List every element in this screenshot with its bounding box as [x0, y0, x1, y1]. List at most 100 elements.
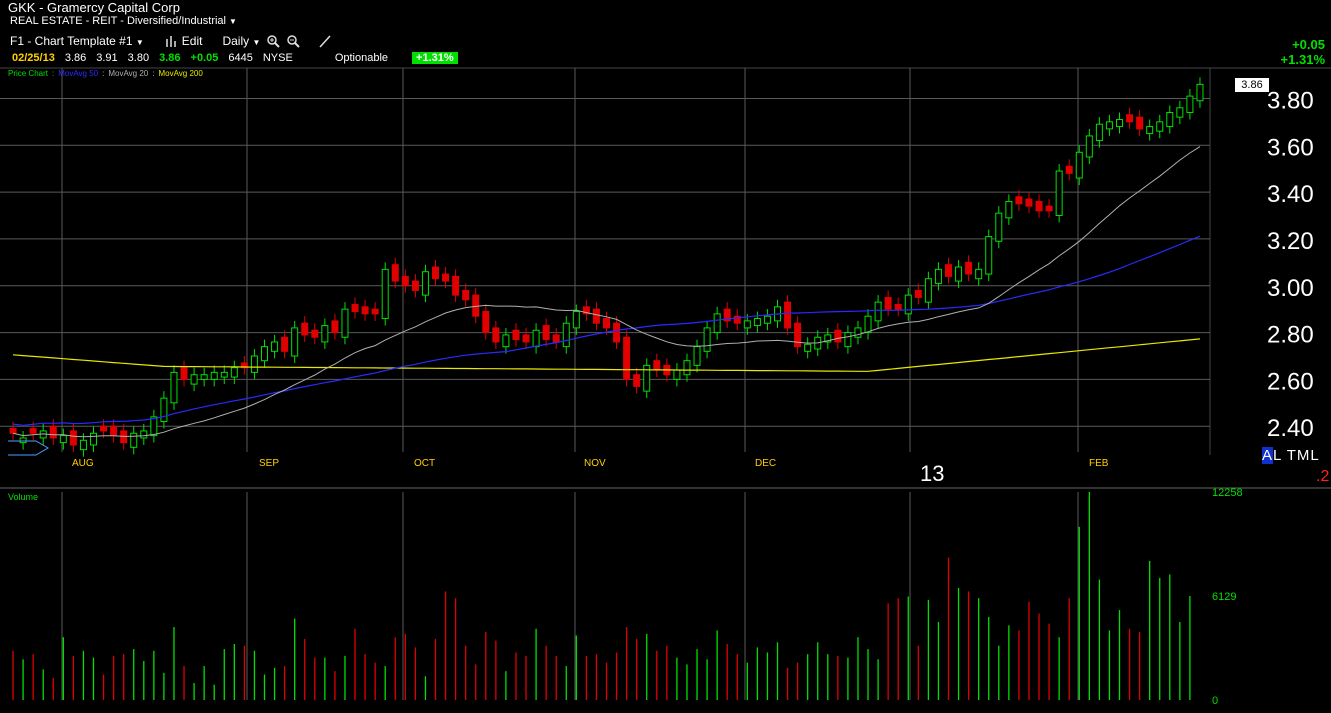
sector-label: REAL ESTATE - REIT - Diversified/Industr… — [10, 15, 226, 27]
altml-rest: L TML — [1273, 447, 1320, 464]
red-mark: .2 — [1316, 468, 1330, 485]
month-label: NOV — [584, 458, 606, 469]
candle-body — [552, 334, 560, 343]
candle-body — [562, 322, 570, 348]
candle-body — [1025, 198, 1033, 207]
legend-ma200: MovAvg 200 — [158, 69, 203, 78]
candle-body — [421, 271, 429, 296]
candle-body — [291, 327, 299, 357]
chevron-down-icon: ▼ — [229, 17, 237, 26]
candle-body — [633, 374, 641, 387]
candle-body — [1196, 83, 1204, 102]
template-dropdown[interactable]: F1 - Chart Template #1 ▼ — [10, 34, 144, 48]
candle-body — [1085, 135, 1093, 158]
draw-line-icon[interactable] — [318, 34, 332, 48]
candle-body — [794, 322, 802, 348]
candle-body — [371, 308, 379, 315]
bar-chart-icon — [165, 35, 176, 47]
quote-open: 3.86 — [64, 52, 87, 64]
candle-body — [653, 360, 661, 371]
candle-body — [804, 343, 812, 352]
candle-body — [874, 301, 882, 322]
edit-label: Edit — [181, 34, 203, 48]
candle-body — [271, 341, 279, 352]
candle-body — [854, 327, 862, 338]
zoom-in-icon[interactable] — [266, 34, 281, 48]
candle-body — [603, 318, 610, 329]
candle-body — [753, 318, 761, 327]
candle-body — [763, 315, 771, 324]
candle-body — [924, 278, 932, 303]
candle-body — [834, 329, 842, 343]
candle-body — [381, 268, 389, 320]
chevron-down-icon: ▼ — [135, 38, 144, 47]
price-tick-label: 3.00 — [1267, 275, 1314, 302]
quote-date: 02/25/13 — [12, 52, 55, 64]
candle-body — [200, 374, 208, 380]
candle-body — [1075, 151, 1083, 179]
candle-body — [955, 266, 963, 282]
candle-body — [613, 322, 621, 343]
volume-title: Volume — [8, 492, 38, 502]
template-label: F1 - Chart Template #1 — [10, 34, 133, 48]
candle-body — [79, 439, 87, 451]
candle-body — [1136, 116, 1144, 130]
sector-dropdown[interactable]: REAL ESTATE - REIT - Diversified/Industr… — [10, 15, 237, 27]
price-tick-label: 3.40 — [1267, 181, 1314, 208]
candle-body — [240, 362, 248, 369]
candle-body — [1176, 107, 1184, 118]
year-marker: 13 — [920, 461, 945, 486]
quote-volume: 6445 — [228, 52, 253, 64]
price-tick-label: 2.40 — [1267, 415, 1314, 442]
month-label: OCT — [414, 458, 435, 469]
period-dropdown[interactable]: Daily ▼ — [222, 34, 260, 48]
candle-body — [130, 432, 138, 448]
candle-body — [995, 212, 1003, 242]
candle-body — [170, 371, 178, 404]
candle-body — [975, 268, 983, 280]
candle-body — [230, 367, 238, 378]
candle-body — [1005, 200, 1013, 219]
price-tick-label: 3.20 — [1267, 228, 1314, 255]
candle-body — [512, 329, 520, 341]
candle-body — [29, 428, 37, 434]
candle-body — [210, 371, 218, 380]
candle-body — [904, 294, 912, 315]
altml-first: A — [1262, 447, 1274, 464]
candle-body — [1156, 121, 1164, 132]
candle-body — [945, 264, 952, 277]
zoom-out-icon[interactable] — [286, 34, 301, 48]
candle-body — [1186, 95, 1194, 113]
candle-body — [442, 273, 450, 282]
candle-body — [934, 268, 942, 284]
candle-body — [683, 360, 691, 376]
candle-body — [361, 306, 369, 315]
candle-body — [894, 303, 902, 310]
price-tick-label: 2.80 — [1267, 322, 1314, 349]
candle-body — [90, 432, 97, 446]
month-label: FEB — [1089, 458, 1109, 469]
candle-body — [69, 430, 77, 446]
candle-body — [432, 266, 439, 280]
candle-body — [351, 303, 359, 313]
candle-body — [110, 425, 118, 437]
optionable-label: Optionable — [334, 52, 389, 64]
quote-last: 3.86 — [159, 52, 181, 64]
top-change: +0.05 +1.31% — [1281, 37, 1325, 67]
candle-body — [341, 308, 349, 338]
chevron-down-icon: ▼ — [252, 38, 261, 47]
candle-body — [784, 301, 792, 329]
ma200-line — [12, 338, 1201, 372]
edit-button[interactable]: Edit — [165, 34, 203, 48]
volume-tick-label: 0 — [1212, 695, 1218, 707]
price-tick-label: 3.80 — [1267, 87, 1314, 114]
quote-exchange: NYSE — [262, 52, 293, 64]
candle-body — [150, 416, 158, 437]
volume-tick-label: 12258 — [1212, 487, 1243, 499]
symbol-title: GKK - Gramercy Capital Corp — [8, 0, 180, 15]
altml-label[interactable]: AL TML — [1262, 447, 1320, 464]
top-change-value: +0.05 — [1292, 37, 1325, 52]
candle-body — [723, 308, 731, 322]
price-tick-label: 3.60 — [1267, 134, 1314, 161]
candle-body — [391, 264, 399, 282]
